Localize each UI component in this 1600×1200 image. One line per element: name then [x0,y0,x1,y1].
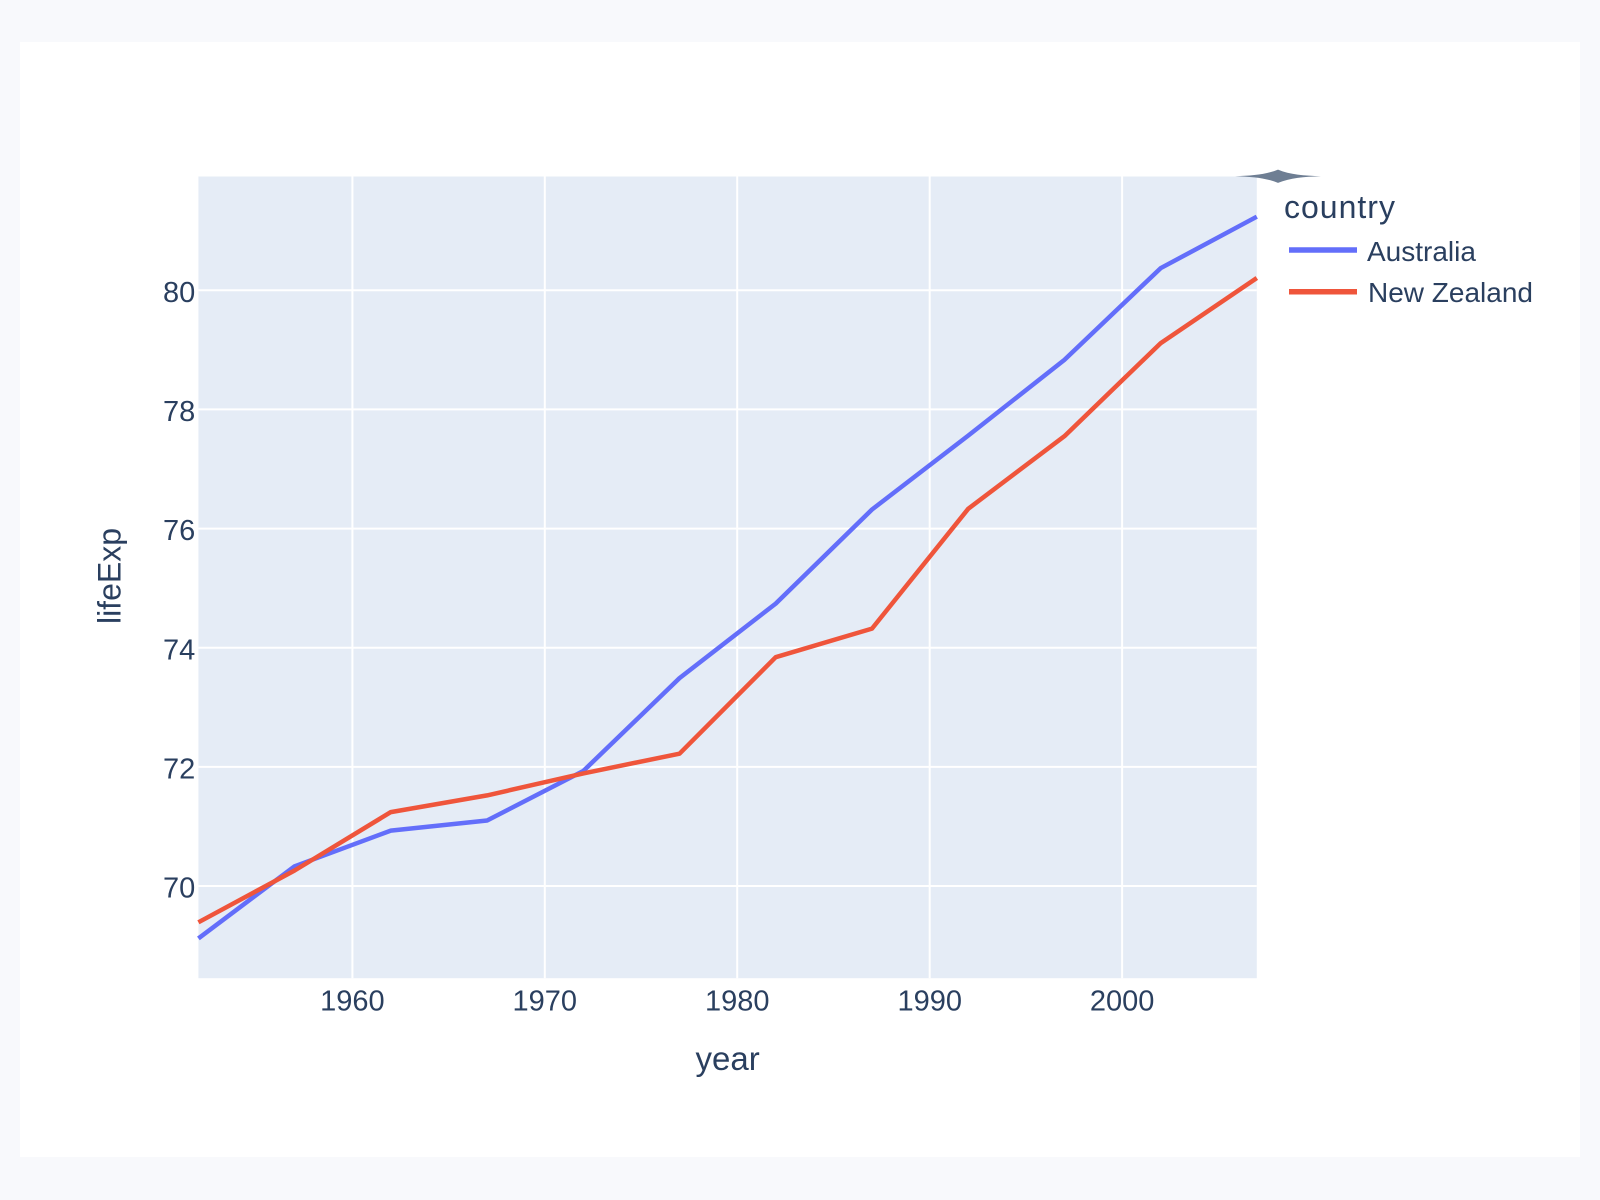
svg-text:1970: 1970 [513,986,578,1018]
svg-text:New Zealand: New Zealand [1368,277,1533,308]
svg-text:1980: 1980 [705,986,770,1018]
svg-text:2000: 2000 [1090,986,1155,1018]
svg-text:80: 80 [163,277,195,309]
svg-text:78: 78 [163,396,195,428]
svg-text:Australia: Australia [1367,236,1476,267]
svg-text:lifeExp: lifeExp [91,528,127,624]
svg-text:70: 70 [163,873,195,905]
svg-text:year: year [695,1040,759,1077]
svg-text:1960: 1960 [320,986,385,1018]
svg-text:country: country [1284,189,1396,225]
svg-text:1990: 1990 [897,986,962,1018]
svg-text:72: 72 [163,754,195,786]
svg-text:76: 76 [163,515,195,547]
svg-text:74: 74 [163,634,195,666]
